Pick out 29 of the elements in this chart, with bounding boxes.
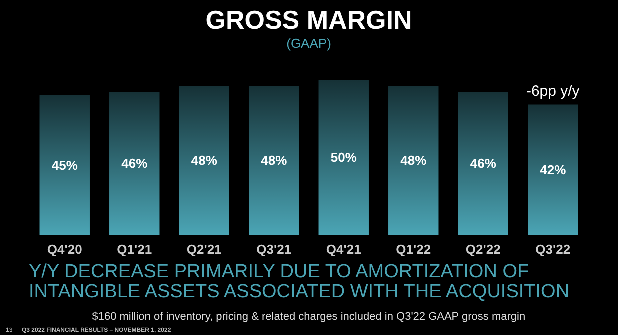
data-label: 48% [400,153,428,168]
x-tick-label: Q3'21 [256,242,292,257]
bar [318,80,369,235]
annotation: -6pp y/y [526,82,580,100]
chart-subtitle: (GAAP) [286,36,332,51]
text: $160 million of inventory, pricing & related charges included in Q3'22 GAAP gross margin [92,311,526,323]
x-tick-label: Q4'21 [326,242,362,257]
x-tick-label: Q3'22 [536,242,571,257]
data-label: 45% [52,158,78,173]
data-label: 46% [122,156,148,172]
data-label: 50% [330,150,358,165]
data-label: 42% [540,162,567,178]
x-tick-label: Q1'21 [117,242,152,257]
bar [110,92,160,235]
x-tick-label: Q1'22 [396,242,432,257]
bar [179,86,230,235]
data-label: 46% [470,156,497,172]
bar [458,92,508,235]
bar [249,86,300,235]
bar [40,96,90,235]
x-tick-label: Q4'20 [47,242,82,257]
data-label: 48% [191,153,218,168]
x-tick-label: Q2'22 [466,242,501,257]
data-label: 48% [261,153,288,168]
text: Y/Y DECREASE PRIMARILY DUE TO AMORTIZATION OF INTANGIBLE ASSETS ASSOCIATED WITH THE ACQUISITION [29,262,570,302]
chart-title: GROSS MARGIN [206,5,412,35]
x-tick-label: Q2'21 [186,242,222,257]
bar [528,104,578,235]
bar [388,86,439,235]
